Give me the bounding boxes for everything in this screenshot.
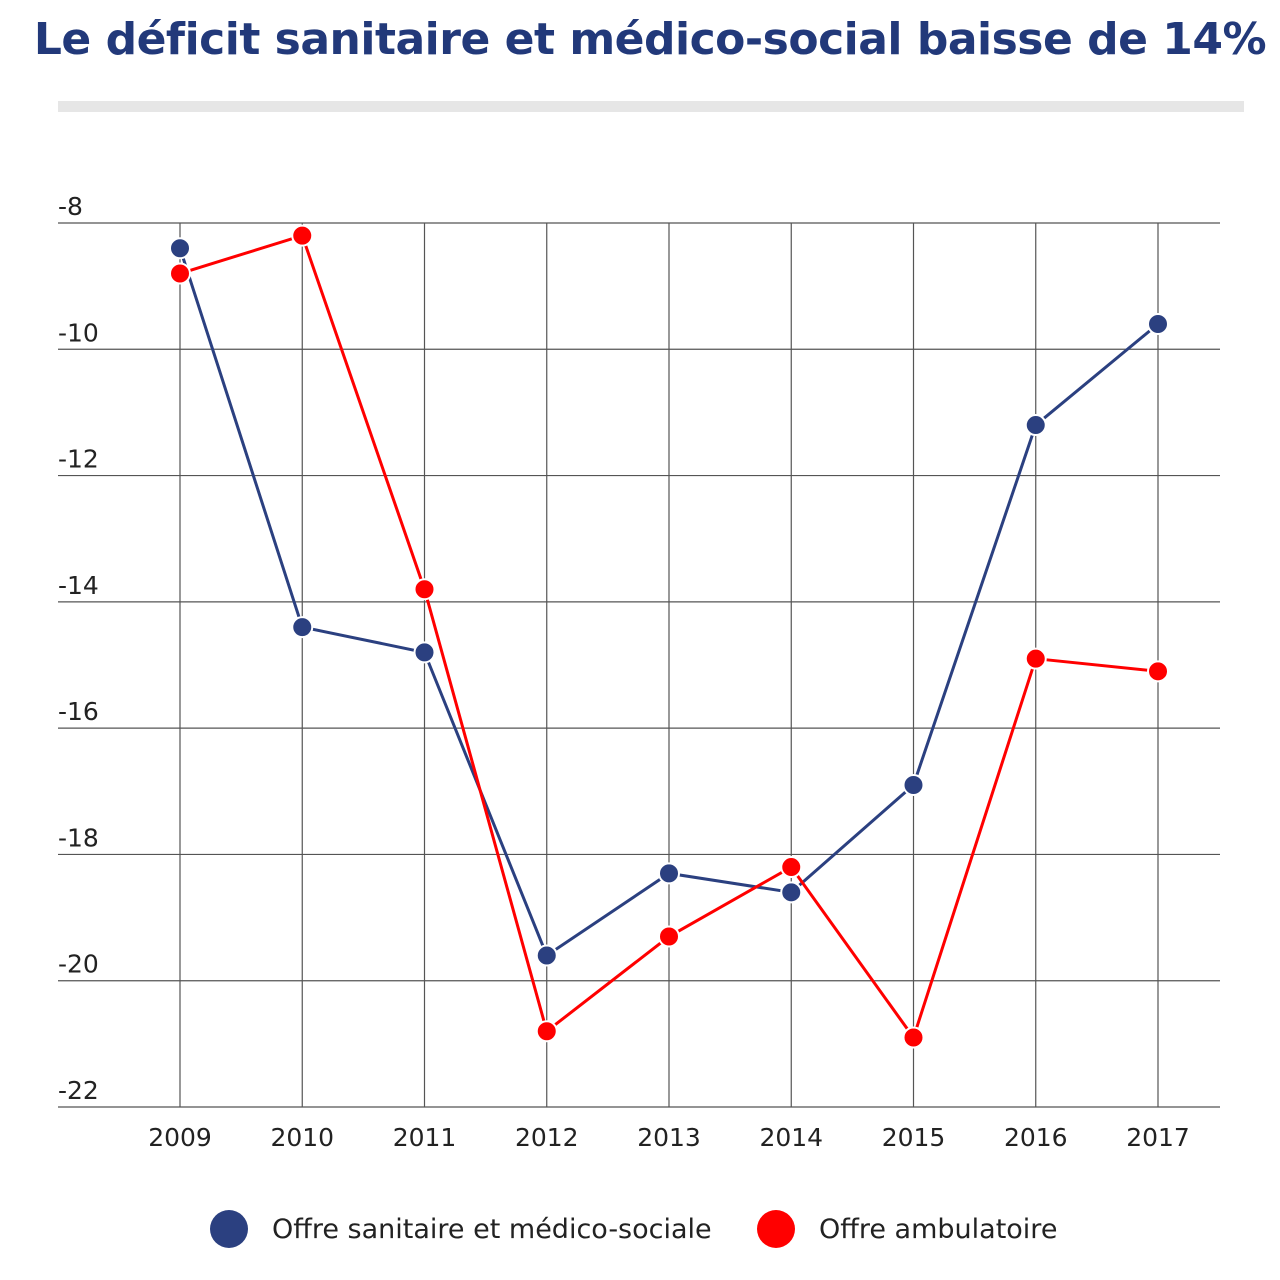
data-point-series-0 xyxy=(1147,313,1169,336)
x-tick-label: 2014 xyxy=(759,1123,823,1152)
x-tick-label: 2015 xyxy=(882,1123,946,1152)
legend-marker-series-1 xyxy=(757,1210,795,1248)
data-point-series-1 xyxy=(780,856,803,879)
x-tick-label: 2017 xyxy=(1126,1123,1190,1152)
data-point-series-1 xyxy=(535,1020,558,1043)
data-point-series-1 xyxy=(1024,647,1047,670)
y-tick-label: -10 xyxy=(58,318,99,347)
y-tick-label: -14 xyxy=(58,571,99,600)
x-tick-label: 2012 xyxy=(515,1123,579,1152)
data-point-series-0 xyxy=(658,862,680,885)
legend-label-series-1: Offre ambulatoire xyxy=(819,1213,1058,1245)
title-divider xyxy=(58,101,1244,112)
data-point-series-0 xyxy=(413,641,436,664)
y-tick-label: -22 xyxy=(58,1076,99,1105)
data-point-series-0 xyxy=(902,773,925,796)
x-tick-label: 2009 xyxy=(148,1123,212,1152)
y-tick-label: -18 xyxy=(58,823,99,852)
data-point-series-1 xyxy=(1147,660,1169,683)
y-tick-label: -20 xyxy=(58,950,99,979)
chart-title: Le déficit sanitaire et médico-social ba… xyxy=(33,14,1267,65)
legend-item-series-1: Offre ambulatoire xyxy=(757,1210,1057,1248)
x-tick-label: 2013 xyxy=(637,1123,701,1152)
legend-label-series-0: Offre sanitaire et médico-sociale xyxy=(272,1213,712,1245)
y-tick-label: -12 xyxy=(58,445,99,474)
data-point-series-1 xyxy=(658,925,680,948)
data-point-series-1 xyxy=(291,224,314,247)
legend-item-series-0: Offre sanitaire et médico-sociale xyxy=(210,1210,712,1248)
x-tick-label: 2016 xyxy=(1004,1123,1068,1152)
x-tick-label: 2011 xyxy=(393,1123,457,1152)
data-point-series-0 xyxy=(169,237,191,260)
y-tick-label: -8 xyxy=(58,192,83,221)
legend-marker-series-0 xyxy=(210,1210,248,1248)
data-point-series-0 xyxy=(780,881,803,904)
data-point-series-0 xyxy=(291,616,314,639)
data-point-series-0 xyxy=(1024,414,1047,437)
data-point-series-1 xyxy=(413,578,436,601)
x-tick-label: 2010 xyxy=(270,1123,334,1152)
y-tick-label: -16 xyxy=(58,697,99,726)
data-point-series-1 xyxy=(902,1026,925,1049)
data-point-series-1 xyxy=(169,262,191,285)
data-point-series-0 xyxy=(535,944,558,967)
